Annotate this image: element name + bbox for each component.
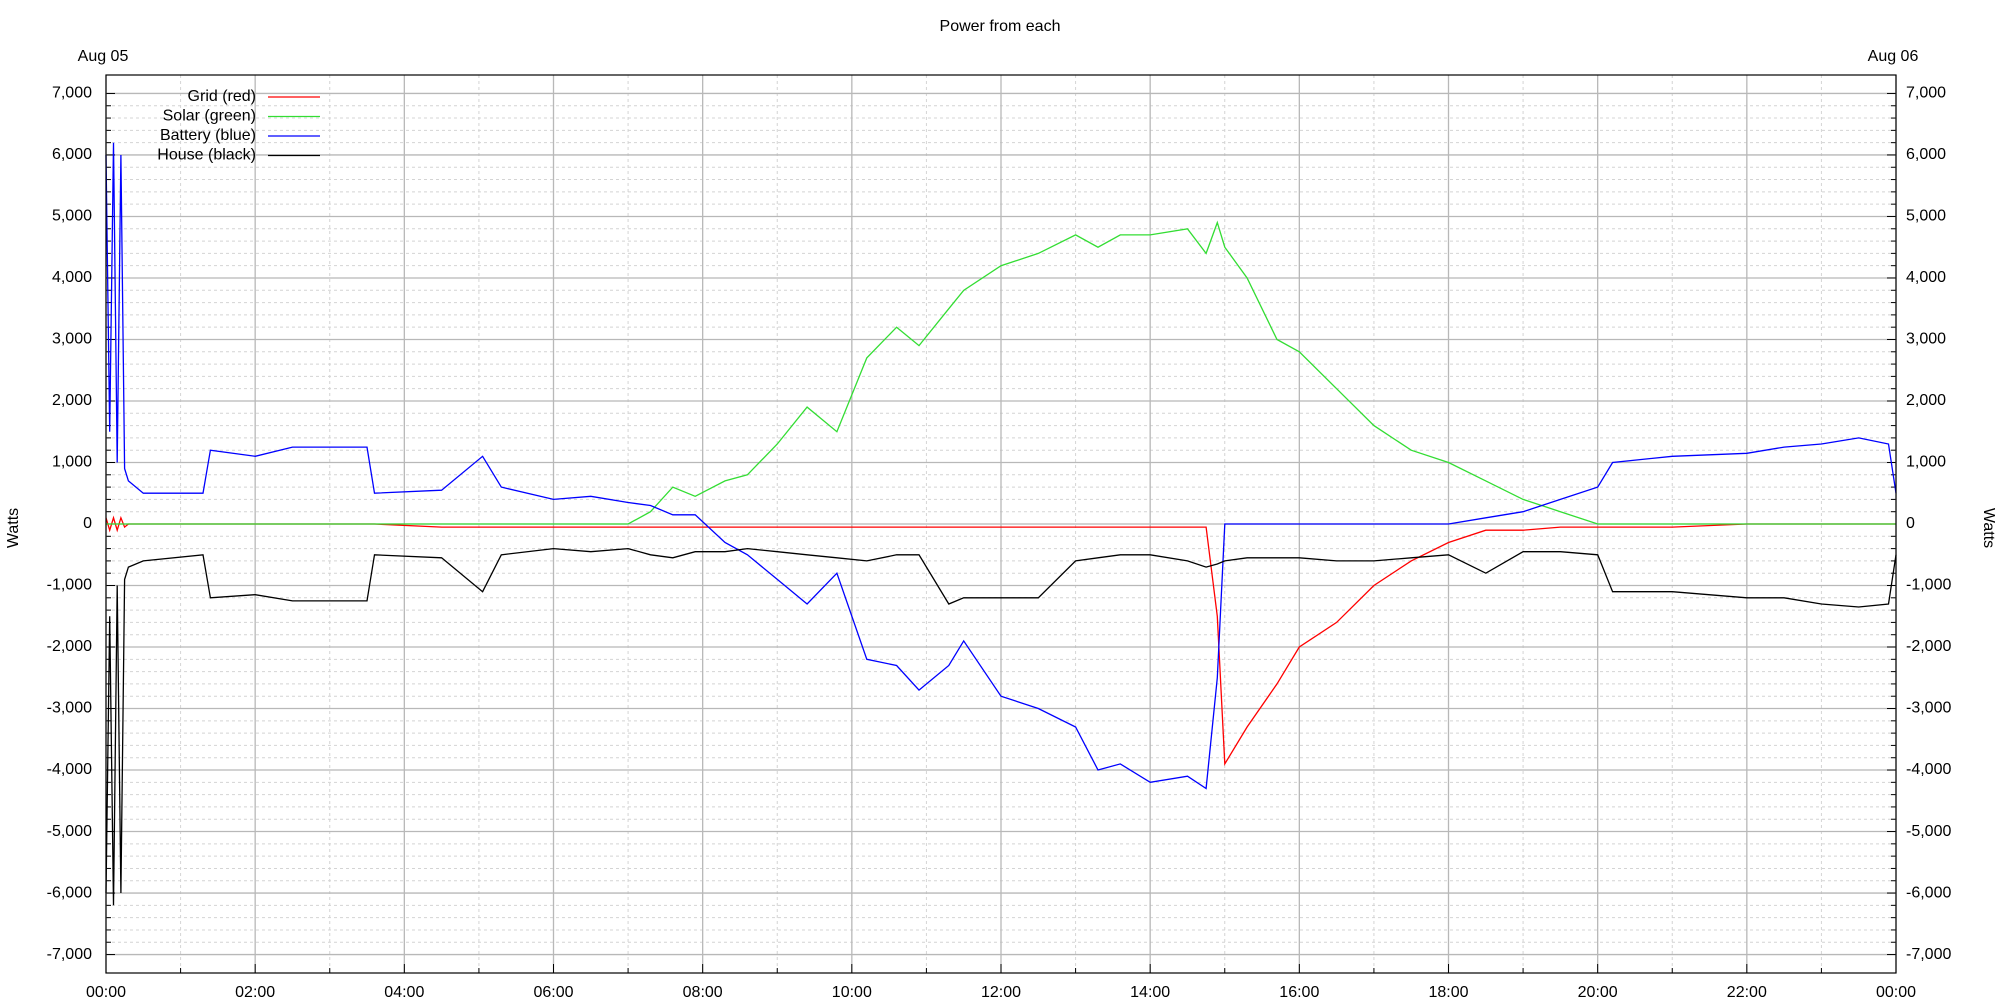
y2-tick-label: -7,000: [1906, 946, 1951, 963]
series-line: [106, 220, 1896, 525]
x-tick-label: 00:00: [1876, 984, 1916, 1000]
y-tick-label: -4,000: [47, 761, 92, 778]
y2-tick-label: 7,000: [1906, 85, 1946, 102]
legend-label: Grid (red): [188, 88, 256, 105]
x-tick-label: 04:00: [384, 984, 424, 1000]
y2-tick-label: 6,000: [1906, 146, 1946, 163]
x-tick-label: 10:00: [832, 984, 872, 1000]
x-tick-label: 16:00: [1279, 984, 1319, 1000]
y-tick-label: 1,000: [52, 454, 92, 471]
plot-frame: [105, 74, 1897, 974]
y2-tick-label: 3,000: [1906, 331, 1946, 348]
y-tick-label: -7,000: [47, 946, 92, 963]
y2-tick-label: 0: [1906, 515, 1915, 532]
y-tick-label: 7,000: [52, 85, 92, 102]
y-tick-label: 2,000: [52, 392, 92, 409]
y2-tick-label: -1,000: [1906, 577, 1951, 594]
y2-tick-label: 2,000: [1906, 392, 1946, 409]
x-tick-label: 02:00: [235, 984, 275, 1000]
legend-label: Battery (blue): [160, 127, 256, 144]
date-label: Aug 05: [78, 48, 129, 65]
y-tick-label: 4,000: [52, 269, 92, 286]
y-tick-label: -3,000: [47, 700, 92, 717]
y2-tick-label: -6,000: [1906, 884, 1951, 901]
x-tick-label: 12:00: [981, 984, 1021, 1000]
y-tick-label: -5,000: [47, 823, 92, 840]
y2-tick-label: -5,000: [1906, 823, 1951, 840]
legend-label: House (black): [157, 147, 256, 164]
y-tick-label: 3,000: [52, 331, 92, 348]
date-label: Aug 06: [1868, 48, 1919, 65]
x-tick-label: 20:00: [1578, 984, 1618, 1000]
y-tick-label: 0: [83, 515, 92, 532]
x-tick-label: 08:00: [683, 984, 723, 1000]
y-tick-label: 5,000: [52, 208, 92, 225]
x-tick-label: 06:00: [533, 984, 573, 1000]
x-tick-label: 00:00: [86, 984, 126, 1000]
y-tick-label: -6,000: [47, 884, 92, 901]
y2-tick-label: -3,000: [1906, 700, 1951, 717]
y2-axis-label: Watts: [1980, 508, 1997, 548]
legend-label: Solar (green): [163, 108, 256, 125]
y2-tick-label: -4,000: [1906, 761, 1951, 778]
y2-tick-label: 5,000: [1906, 208, 1946, 225]
series-line: [105, 142, 1897, 790]
y2-tick-label: 4,000: [1906, 269, 1946, 286]
y-tick-label: -2,000: [47, 638, 92, 655]
chart-title: Power from each: [940, 18, 1061, 35]
x-tick-label: 18:00: [1428, 984, 1468, 1000]
y2-tick-label: -2,000: [1906, 638, 1951, 655]
x-tick-label: 14:00: [1130, 984, 1170, 1000]
y-tick-label: -1,000: [47, 577, 92, 594]
y-tick-label: 6,000: [52, 146, 92, 163]
x-tick-label: 22:00: [1727, 984, 1767, 1000]
y2-tick-label: 1,000: [1906, 454, 1946, 471]
series-line: [105, 547, 1897, 906]
y-axis-label: Watts: [5, 508, 22, 548]
